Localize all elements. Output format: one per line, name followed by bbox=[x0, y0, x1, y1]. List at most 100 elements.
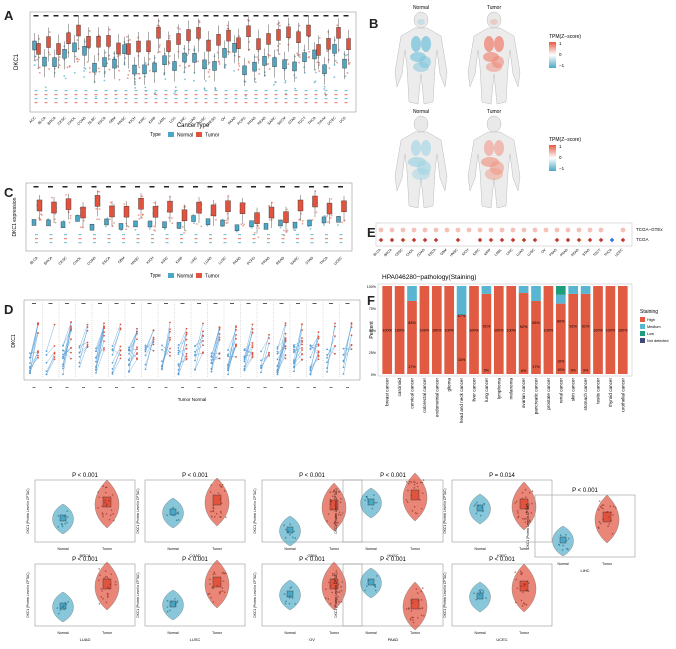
box-tumor-c bbox=[152, 206, 159, 218]
panel-letter-b: B bbox=[369, 16, 379, 31]
sig-mark-a bbox=[343, 15, 349, 17]
violin-point-tumor bbox=[413, 505, 416, 508]
violin-point-tumor bbox=[599, 505, 602, 508]
violin-frame bbox=[34, 563, 136, 627]
panel-b-tick-2b: 0 bbox=[559, 155, 562, 160]
violin-point-tumor bbox=[112, 513, 114, 515]
point-tumor bbox=[108, 58, 111, 60]
point-tumor-c bbox=[98, 208, 101, 210]
violin-point-tumor bbox=[99, 574, 101, 576]
violin-point-normal bbox=[170, 601, 173, 603]
box-normal bbox=[62, 49, 67, 59]
violin-point-tumor bbox=[104, 570, 107, 572]
point-tumor-c bbox=[96, 218, 98, 221]
point-tumor bbox=[318, 70, 321, 73]
count-mark bbox=[124, 90, 128, 92]
count-mark bbox=[104, 90, 108, 92]
violin-point-tumor bbox=[597, 508, 600, 511]
box-normal bbox=[52, 57, 57, 67]
panel-b-colorbar-1 bbox=[549, 42, 556, 68]
point-normal bbox=[34, 55, 37, 58]
violin-box-normal bbox=[59, 602, 67, 610]
count-mark bbox=[74, 94, 78, 96]
box-normal bbox=[82, 46, 87, 56]
count-mark bbox=[54, 94, 58, 96]
box-normal bbox=[212, 61, 217, 71]
violin-point-normal bbox=[477, 504, 480, 507]
violin-frame bbox=[342, 563, 444, 627]
point-tumor bbox=[346, 53, 349, 56]
violin-point-tumor bbox=[329, 491, 331, 494]
violin-point-normal bbox=[66, 521, 68, 524]
violin-point-tumor bbox=[528, 491, 531, 494]
count-mark bbox=[94, 98, 98, 100]
panel-a-legend-tumor: Tumor bbox=[205, 133, 220, 139]
violin-point-normal bbox=[56, 607, 59, 609]
sig-mark-a bbox=[303, 15, 309, 17]
box-normal-c bbox=[46, 219, 51, 227]
point-tumor-c bbox=[141, 213, 144, 216]
violin-box-tumor bbox=[602, 511, 612, 523]
violin-point-tumor bbox=[609, 505, 612, 508]
point-tumor-c bbox=[69, 217, 72, 220]
point-tumor-c bbox=[171, 217, 173, 219]
point-tumor bbox=[269, 54, 271, 57]
violin-ylabel: DKC1 (Protein Level in CPTAC) bbox=[526, 504, 530, 549]
panel-a-xlabel: CancerType bbox=[177, 123, 210, 129]
point-normal bbox=[233, 69, 236, 72]
count-mark bbox=[204, 102, 208, 104]
box-normal bbox=[182, 52, 187, 63]
point-tumor bbox=[76, 39, 79, 41]
sig-mark-a bbox=[43, 15, 49, 17]
point-tumor bbox=[38, 71, 41, 74]
count-mark-c bbox=[64, 234, 67, 236]
violin-point-tumor bbox=[100, 588, 103, 590]
violin-point-tumor bbox=[221, 590, 224, 592]
violin-point-tumor bbox=[340, 589, 343, 592]
violin-point-normal bbox=[57, 514, 60, 517]
violin-point-normal bbox=[176, 600, 179, 602]
point-tumor bbox=[296, 54, 299, 57]
violin-point-tumor bbox=[407, 489, 409, 492]
body-figure-2 bbox=[467, 11, 521, 105]
point-tumor bbox=[108, 54, 111, 57]
violin-pvalue: P = 0.014 bbox=[489, 473, 515, 479]
violin-point-normal bbox=[562, 544, 564, 547]
violin-point-normal bbox=[65, 603, 68, 606]
violin-point-normal bbox=[289, 595, 291, 597]
violin-point-normal bbox=[482, 591, 485, 593]
count-mark bbox=[34, 102, 38, 104]
violin-point-tumor bbox=[98, 568, 101, 570]
violin-point-tumor bbox=[420, 590, 422, 593]
violin-point-tumor bbox=[324, 597, 327, 600]
violin-point-normal bbox=[476, 501, 478, 504]
count-mark bbox=[114, 98, 118, 100]
violin-point-normal bbox=[473, 592, 475, 595]
box-normal bbox=[112, 58, 117, 69]
violin-point-normal bbox=[64, 602, 67, 604]
violin-point-tumor bbox=[220, 485, 222, 488]
violin-point-tumor bbox=[110, 509, 113, 512]
violin-point-normal bbox=[174, 604, 177, 606]
tick-label-a: BLCA bbox=[37, 115, 47, 125]
box-tumor bbox=[46, 36, 51, 48]
violin-point-normal bbox=[480, 588, 482, 591]
violin-point-normal bbox=[291, 597, 294, 600]
point-tumor bbox=[318, 61, 321, 64]
count-mark bbox=[174, 90, 178, 92]
organ bbox=[421, 36, 431, 52]
organ bbox=[494, 36, 504, 52]
point-tumor bbox=[226, 24, 229, 27]
count-mark-c bbox=[107, 238, 111, 240]
organ bbox=[486, 62, 502, 72]
violin-cancer-label: LUSC bbox=[190, 637, 201, 642]
violin-point-tumor bbox=[422, 479, 425, 481]
violin-point-tumor bbox=[523, 518, 526, 520]
violin-point-tumor bbox=[105, 504, 108, 507]
count-mark bbox=[164, 98, 168, 100]
violin-point-normal bbox=[61, 525, 64, 528]
point-tumor-c bbox=[153, 225, 156, 228]
count-mark bbox=[44, 94, 48, 96]
violin-group-normal: Normal bbox=[285, 631, 296, 635]
sig-mark-a bbox=[143, 15, 149, 17]
